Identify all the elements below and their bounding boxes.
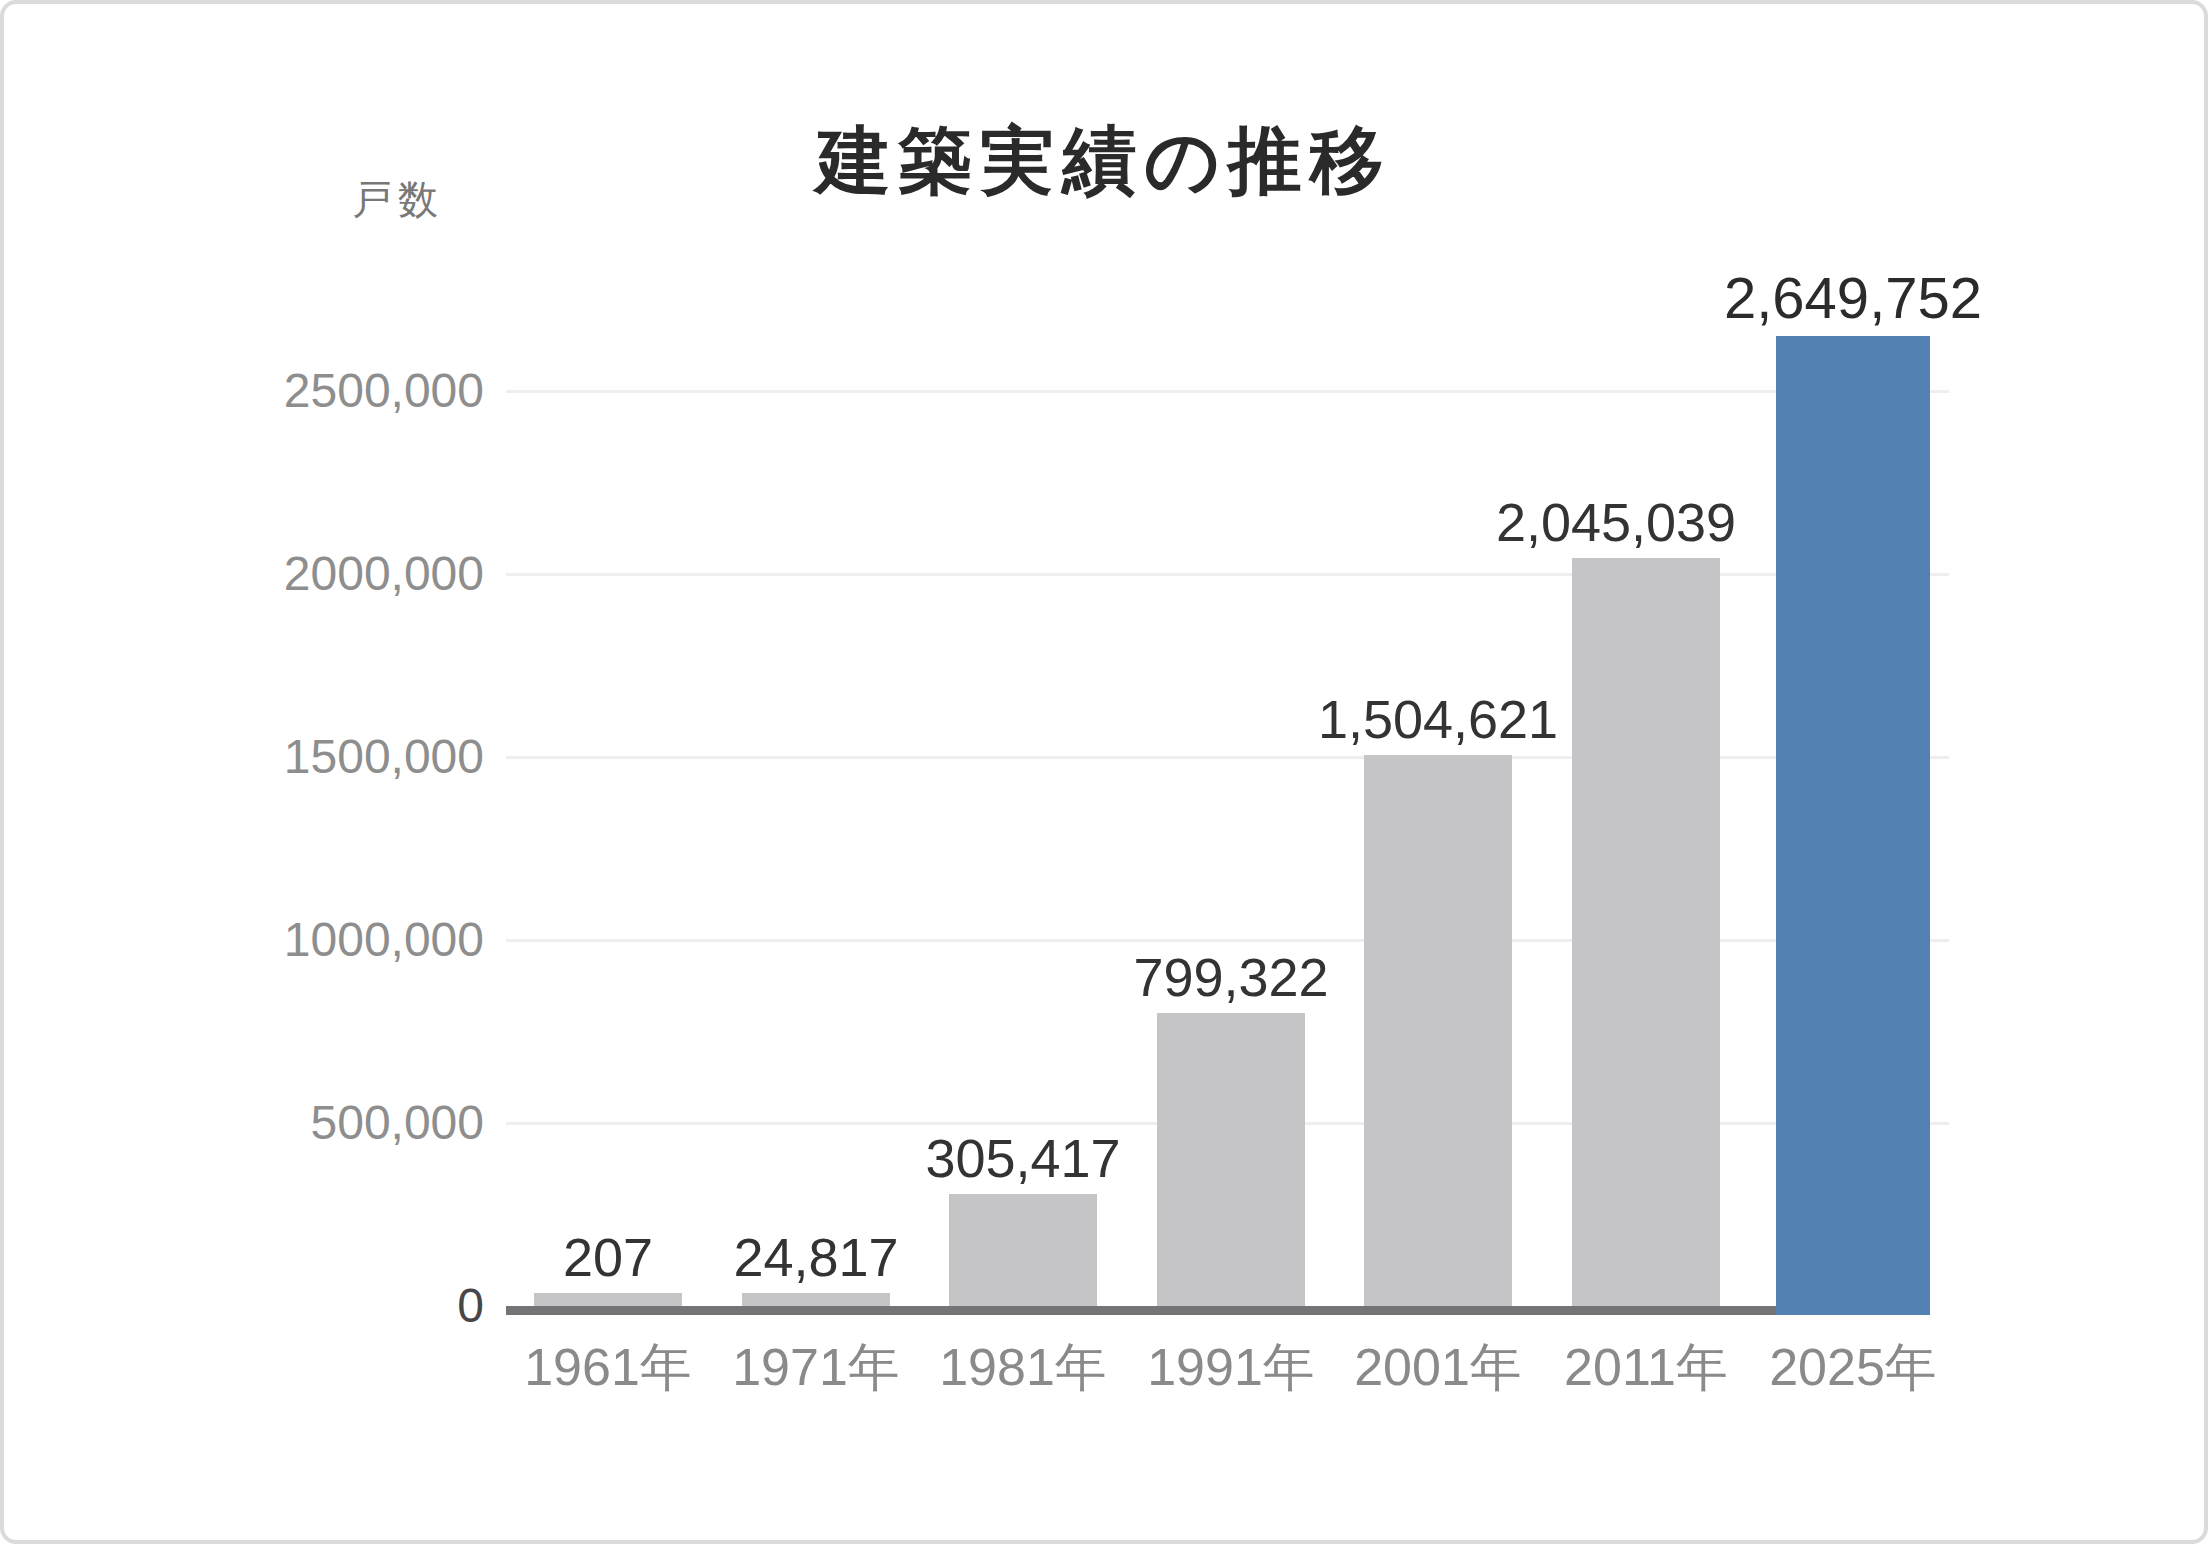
gridline [506,756,1949,759]
bar [1364,755,1512,1306]
y-tick-label: 500,000 [154,1097,484,1149]
x-axis-line [506,1306,1930,1315]
bar-value-label: 799,322 [1051,947,1411,1007]
x-tick-label: 1981年 [908,1338,1138,1396]
chart-card: 建築実績の推移 戸数 0500,0001000,0001500,0002000,… [0,0,2208,1544]
bar-value-label: 2,649,752 [1673,266,2033,330]
plot-area: 0 500,000 1000,000 1500,000 2000,000 2500,000… [4,4,2208,1544]
x-tick-label: 1991年 [1116,1338,1346,1396]
bar-value-label: 2,045,039 [1436,492,1796,552]
gridline [506,390,1949,393]
bar-value-label: 1,504,621 [1258,689,1618,749]
x-tick-label: 1971年 [701,1338,931,1396]
bar [1572,558,1720,1306]
x-tick-label: 1961年 [493,1338,723,1396]
bar-highlighted [1776,336,1930,1315]
bar-value-label: 305,417 [843,1128,1203,1188]
y-tick-label: 0 [154,1280,484,1332]
bar [534,1293,682,1306]
bar [742,1293,890,1306]
y-tick-label: 1000,000 [154,914,484,966]
bar-value-label: 24,817 [636,1227,996,1287]
x-tick-label: 2025年 [1738,1338,1968,1396]
y-tick-label: 2000,000 [154,548,484,600]
gridline [506,939,1949,942]
y-tick-label: 2500,000 [154,365,484,417]
x-tick-label: 2011年 [1531,1338,1761,1396]
y-tick-label: 1500,000 [154,731,484,783]
x-tick-label: 2001年 [1323,1338,1553,1396]
gridline [506,573,1949,576]
